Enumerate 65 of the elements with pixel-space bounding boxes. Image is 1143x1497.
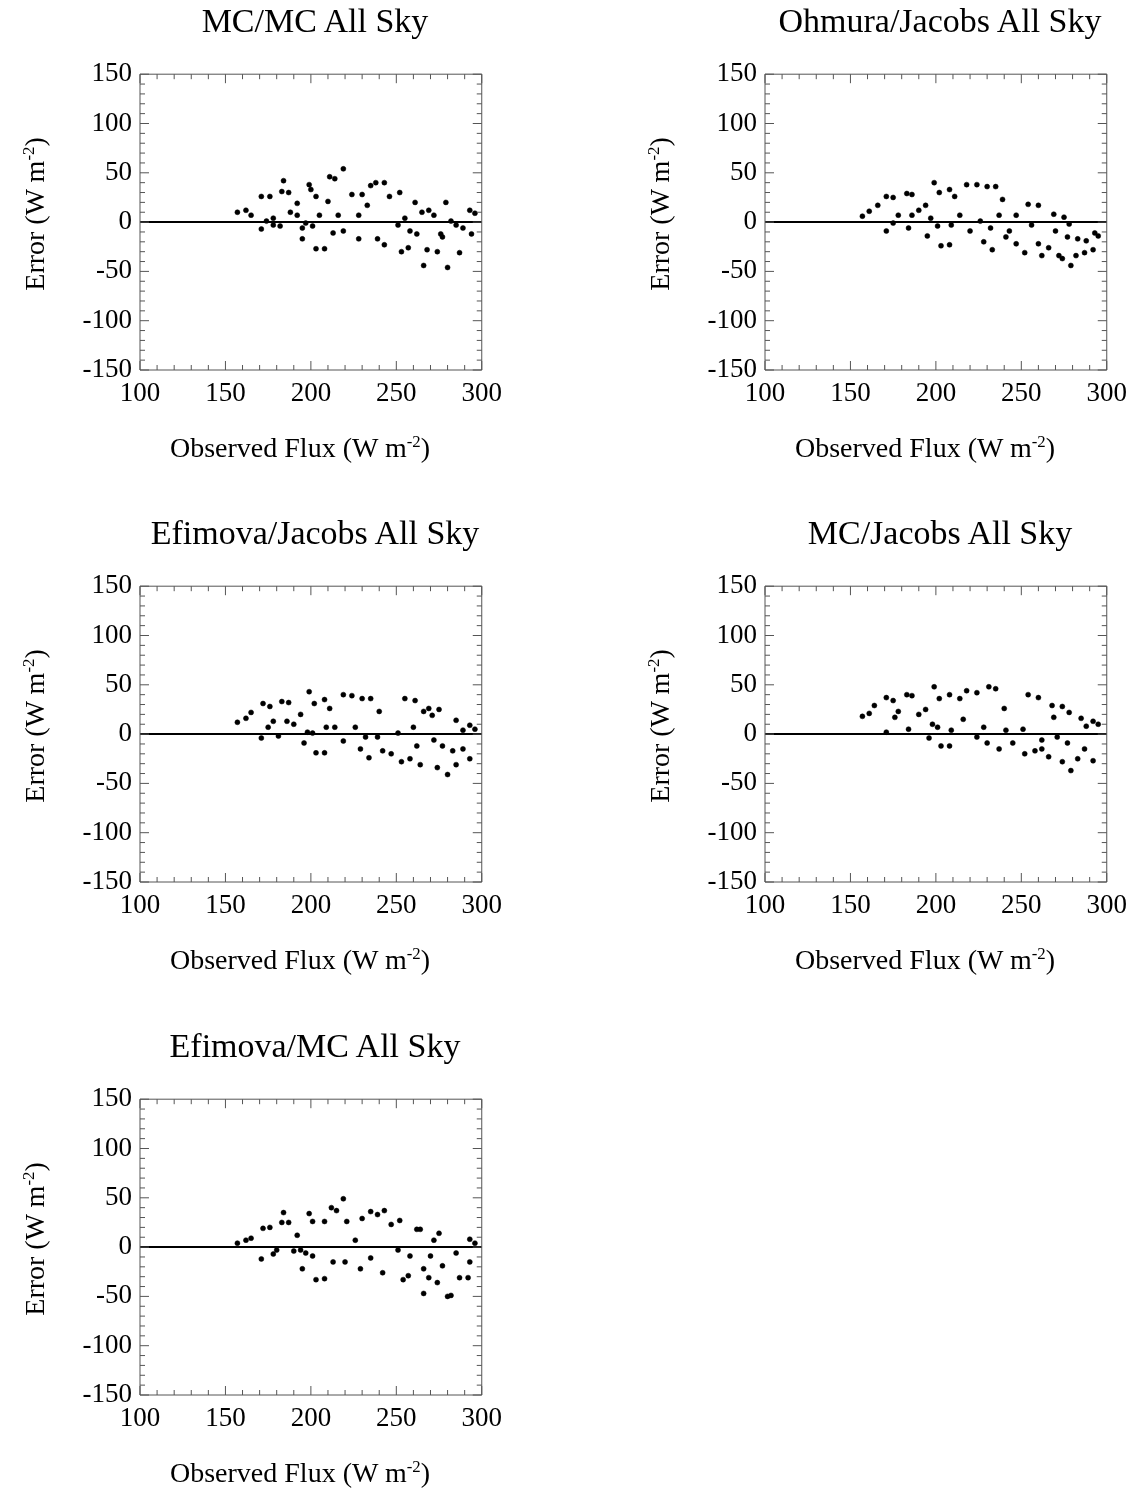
x-tick-label: 150 [830,377,871,408]
y-tick-label: -100 [82,303,132,334]
x-tick-label: 300 [461,1402,502,1433]
y-tick-label: 100 [91,106,132,137]
y-tick-label: -100 [707,303,757,334]
y-tick-label: 100 [716,106,757,137]
y-tick-label: 0 [118,717,132,748]
x-axis-title: Observed Flux (W m$^{-2}$) [794,944,1056,977]
y-tick-label: 50 [730,155,757,186]
y-tick-label: 100 [91,1131,132,1162]
y-tick-label: -50 [721,254,757,285]
x-tick-label: 200 [915,377,957,408]
y-tick-label: -150 [82,1378,132,1409]
x-axis-title: Observed Flux (W m$^{-2}$) [169,944,431,977]
y-tick-label: 50 [105,155,132,186]
chart-title: MC/Jacobs All Sky [807,514,1073,552]
y-tick-label: 0 [743,717,757,748]
y-tick-label: 100 [716,618,757,649]
x-tick-label: 300 [1086,377,1127,408]
y-tick-label: 0 [118,1230,132,1261]
y-tick-label: -150 [82,353,132,384]
x-tick-label: 200 [290,889,332,920]
y-tick-label: 100 [91,618,132,649]
x-tick-label: 300 [461,377,502,408]
x-axis-title: Observed Flux (W m$^{-2}$) [794,432,1056,465]
chart-title: Ohmura/Jacobs All Sky [778,2,1102,40]
x-tick-label: 250 [376,377,417,408]
y-tick-label: -100 [82,815,132,846]
x-tick-label: 200 [290,377,332,408]
y-tick-label: 50 [730,667,757,698]
y-tick-label: 50 [105,1180,132,1211]
x-tick-label: 200 [290,1402,332,1433]
x-tick-label: 300 [1086,889,1127,920]
y-tick-label: -150 [707,865,757,896]
y-tick-label: 0 [118,205,132,236]
y-tick-label: 150 [716,57,757,88]
y-tick-label: -100 [82,1328,132,1359]
y-tick-label: -50 [96,1279,132,1310]
y-tick-label: 150 [91,57,132,88]
y-tick-label: 150 [91,1082,132,1113]
y-tick-label: 0 [743,205,757,236]
x-axis-title: Observed Flux (W m$^{-2}$) [169,1457,431,1490]
y-tick-label: 50 [105,667,132,698]
x-tick-label: 300 [461,889,502,920]
x-tick-label: 150 [205,377,246,408]
y-tick-label: -50 [721,766,757,797]
x-tick-label: 250 [376,1402,417,1433]
y-tick-label: -100 [707,815,757,846]
y-tick-label: -150 [82,865,132,896]
y-tick-label: -50 [96,254,132,285]
chart-title: Efimova/Jacobs All Sky [150,514,480,552]
x-tick-label: 250 [376,889,417,920]
chart-title: MC/MC All Sky [201,2,429,40]
x-tick-label: 150 [205,1402,246,1433]
y-tick-label: 150 [91,569,132,600]
x-tick-label: 150 [205,889,246,920]
x-tick-label: 200 [915,889,957,920]
y-tick-label: -50 [96,766,132,797]
x-tick-label: 250 [1001,377,1042,408]
x-tick-label: 150 [830,889,871,920]
chart-title: Efimova/MC All Sky [169,1027,461,1065]
y-tick-label: 150 [716,569,757,600]
x-tick-label: 250 [1001,889,1042,920]
y-tick-label: -150 [707,353,757,384]
x-axis-title: Observed Flux (W m$^{-2}$) [169,432,431,465]
